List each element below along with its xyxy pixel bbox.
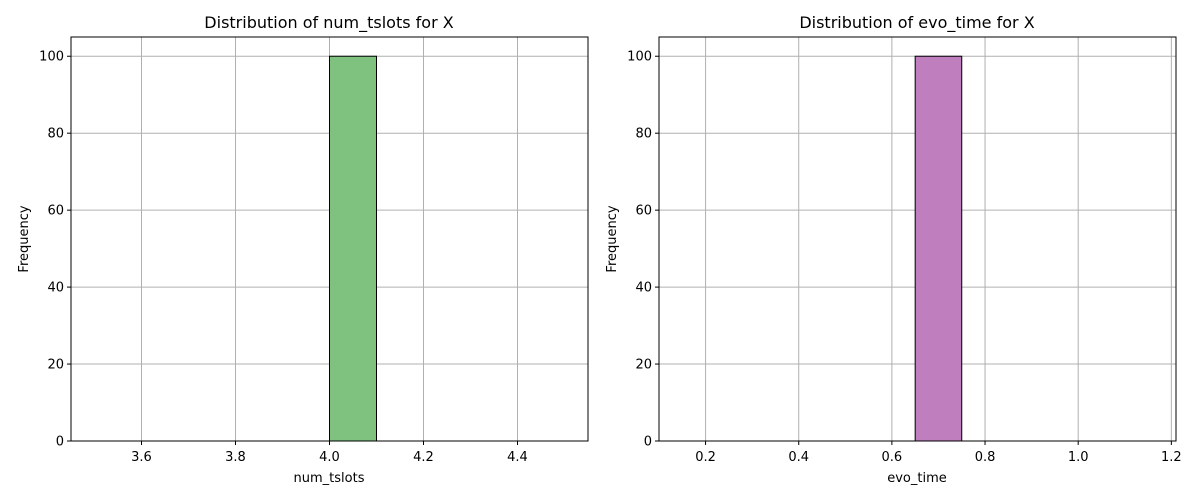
- x-tick-label: 0.6: [882, 450, 903, 465]
- y-axis-label: Frequency: [605, 205, 620, 272]
- histogram-bar: [329, 55, 377, 442]
- y-tick-label: 0: [56, 435, 64, 450]
- x-ticks: 0.2 0.4 0.6 0.8 1.0 1.2: [695, 441, 1182, 465]
- y-tick-label: 20: [635, 358, 652, 373]
- subplot-evo-time: Distribution of evo_time for X 0.2 0.4 0.6…: [605, 13, 1182, 486]
- x-tick-label: 4.4: [507, 450, 528, 465]
- x-ticks: 3.6 3.8 4.0 4.2 4.4: [131, 441, 528, 465]
- x-axis-label: evo_time: [887, 471, 947, 486]
- bars: [914, 55, 963, 442]
- x-axis-label: num_tslots: [294, 471, 365, 486]
- x-tick-label: 0.2: [695, 450, 716, 465]
- y-tick-label: 40: [635, 281, 652, 296]
- y-tick-label: 0: [644, 435, 652, 450]
- y-tick-label: 100: [39, 50, 64, 65]
- chart-title: Distribution of evo_time for X: [799, 13, 1034, 33]
- chart-title: Distribution of num_tslots for X: [204, 13, 453, 33]
- y-tick-label: 80: [47, 127, 64, 142]
- x-tick-label: 3.6: [131, 450, 152, 465]
- y-tick-label: 60: [47, 204, 64, 219]
- x-tick-label: 4.2: [413, 450, 434, 465]
- x-tick-label: 0.8: [975, 450, 996, 465]
- x-tick-label: 3.8: [225, 450, 246, 465]
- y-tick-label: 20: [47, 358, 64, 373]
- x-tick-label: 4.0: [319, 450, 340, 465]
- y-ticks: 0 20 40 60 80 100: [39, 50, 71, 450]
- bars: [329, 55, 377, 442]
- x-tick-label: 1.2: [1161, 450, 1182, 465]
- y-tick-label: 80: [635, 127, 652, 142]
- x-tick-label: 0.4: [788, 450, 809, 465]
- subplot-num-tslots: Distribution of num_tslots for X 3.6 3.8 4…: [17, 13, 589, 486]
- y-tick-label: 60: [635, 204, 652, 219]
- axes-frame: [658, 36, 1177, 442]
- histogram-bar: [914, 55, 963, 442]
- x-tick-label: 1.0: [1068, 450, 1089, 465]
- y-axis-label: Frequency: [17, 205, 32, 272]
- y-ticks: 0 20 40 60 80 100: [627, 50, 659, 450]
- y-tick-label: 100: [627, 50, 652, 65]
- y-tick-label: 40: [47, 281, 64, 296]
